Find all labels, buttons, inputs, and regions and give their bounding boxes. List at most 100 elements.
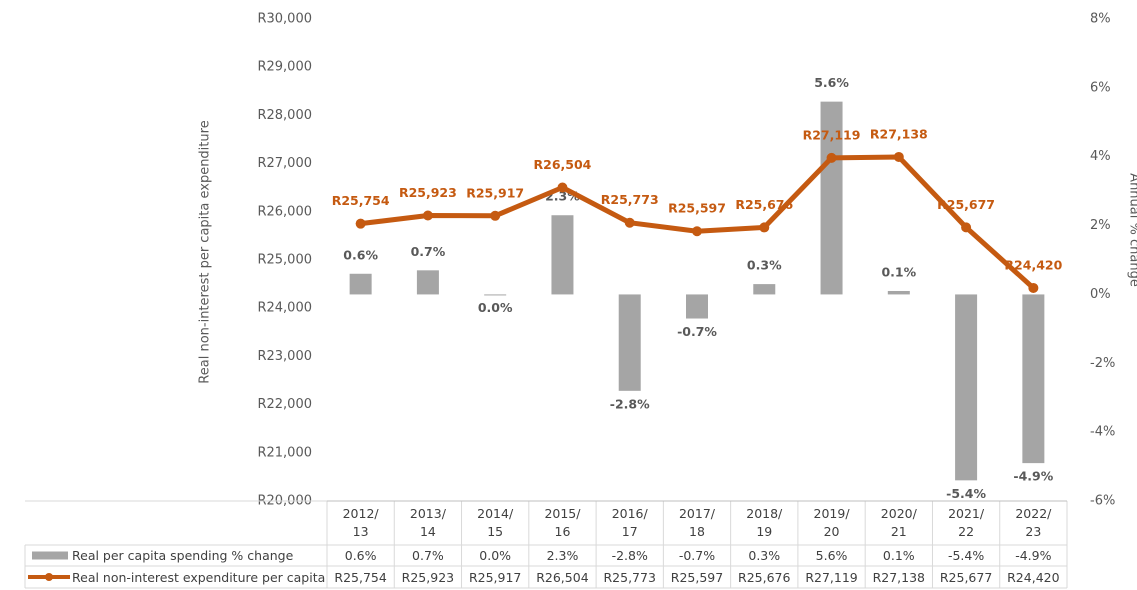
bar <box>618 294 641 391</box>
category-label: 2013/14 <box>409 506 446 539</box>
table-cell: R24,420 <box>1007 569 1060 585</box>
bar <box>820 101 843 295</box>
line-label: R27,138 <box>870 126 928 141</box>
bar <box>753 284 776 295</box>
bar-label: 0.1% <box>881 264 916 279</box>
category-label: 2018/19 <box>746 506 783 539</box>
bar <box>551 215 574 295</box>
table-cell: 0.0% <box>479 548 512 563</box>
bar <box>887 290 910 295</box>
table-cell: -0.7% <box>678 548 716 563</box>
table-cell: R25,923 <box>401 569 455 585</box>
y2-tick-label: 2% <box>1090 218 1111 233</box>
table-cell: 0.6% <box>344 548 377 563</box>
category-label: 2015/16 <box>544 506 581 539</box>
table-cell: R27,138 <box>872 569 926 585</box>
line-point <box>692 226 702 237</box>
legend-key <box>32 551 68 560</box>
table-cell: 0.1% <box>882 548 915 563</box>
y2-tick-label: -2% <box>1090 356 1115 371</box>
bar-label: -4.9% <box>1013 469 1053 484</box>
y-tick-label: R30,000 <box>257 12 312 27</box>
category-label: 2020/21 <box>880 506 917 539</box>
table-cell: R25,597 <box>670 569 724 585</box>
line-point <box>557 182 568 193</box>
y2-tick-label: 8% <box>1090 12 1111 27</box>
line-label: R27,119 <box>803 127 861 142</box>
bar-label: -2.8% <box>610 396 650 411</box>
y-tick-label: R29,000 <box>257 60 312 75</box>
table-cell: -5.4% <box>947 548 985 563</box>
line-label: R24,420 <box>1004 257 1062 272</box>
y-tick-label: R25,000 <box>257 253 312 268</box>
line-label: R25,923 <box>399 185 457 200</box>
legend-label: Real non-interest expenditure per capita <box>72 569 326 585</box>
line-label: R25,754 <box>332 193 390 208</box>
table-cell: 2.3% <box>546 548 579 563</box>
y2-tick-label: -4% <box>1090 425 1115 440</box>
line-point <box>961 222 972 233</box>
table-cell: 0.7% <box>412 548 444 563</box>
line-point <box>826 152 837 163</box>
line-point <box>422 210 433 221</box>
line-label: R25,773 <box>601 192 659 207</box>
bar-label: 5.6% <box>814 75 849 90</box>
line-label: R25,676 <box>735 197 793 212</box>
table-cell: R27,119 <box>805 569 858 585</box>
table-cell: 0.3% <box>748 548 781 563</box>
y-tick-label: R21,000 <box>257 445 312 460</box>
bar <box>1022 294 1045 464</box>
line-label: R26,504 <box>534 157 592 172</box>
category-label: 2017/18 <box>678 506 716 539</box>
y2-tick-label: 4% <box>1090 149 1111 164</box>
bar-label: -0.7% <box>677 324 717 339</box>
y-tick-label: R26,000 <box>257 204 312 219</box>
bar <box>349 273 372 295</box>
line-label: R25,597 <box>668 201 726 216</box>
table-cell: -2.8% <box>611 548 648 563</box>
table-cell: R26,504 <box>536 569 589 585</box>
line-point <box>1028 282 1039 293</box>
bar <box>484 294 507 296</box>
bar <box>416 270 439 295</box>
line-label: R25,677 <box>937 197 995 212</box>
bar-label: 0.0% <box>478 300 513 315</box>
category-label: 2016/17 <box>611 506 648 539</box>
y2-tick-label: 0% <box>1090 287 1111 302</box>
category-label: 2021/22 <box>948 506 985 539</box>
table-cell: R25,917 <box>468 569 522 585</box>
y-tick-label: R27,000 <box>257 156 312 171</box>
table-cell: R25,754 <box>334 569 387 585</box>
y-tick-label: R22,000 <box>257 397 312 412</box>
table-cell: R25,773 <box>603 569 656 585</box>
bar <box>955 294 978 481</box>
bar-label: 0.6% <box>343 247 378 262</box>
y2-tick-label: 6% <box>1090 80 1111 95</box>
y-tick-label: R24,000 <box>257 301 312 316</box>
legend-label: Real per capita spending % change <box>72 548 294 563</box>
line-point <box>893 151 904 162</box>
category-label: 2019/20 <box>813 506 850 539</box>
table-cell: 5.6% <box>815 548 848 563</box>
line-point <box>355 218 366 229</box>
line-point <box>624 217 635 228</box>
line-label: R25,917 <box>466 185 524 200</box>
y-axis-label: Real non-interest per capita expenditure <box>198 120 213 383</box>
line-point <box>759 222 770 233</box>
legend-key <box>45 573 53 581</box>
y-tick-label: R28,000 <box>257 108 312 123</box>
table-cell: R25,677 <box>939 569 993 585</box>
table-cell: -4.9% <box>1015 548 1052 563</box>
table-cell: R25,676 <box>738 569 791 585</box>
line-point <box>490 210 501 221</box>
category-label: 2012/13 <box>342 506 379 539</box>
bar-label: 0.3% <box>747 258 782 273</box>
line <box>360 154 1036 290</box>
y2-axis-label: Annual % change <box>1127 173 1137 287</box>
y2-tick-label: -6% <box>1090 494 1115 509</box>
bar-label: -5.4% <box>946 486 986 501</box>
category-label: 2014/15 <box>477 506 514 539</box>
bar-label: 0.7% <box>411 244 446 259</box>
